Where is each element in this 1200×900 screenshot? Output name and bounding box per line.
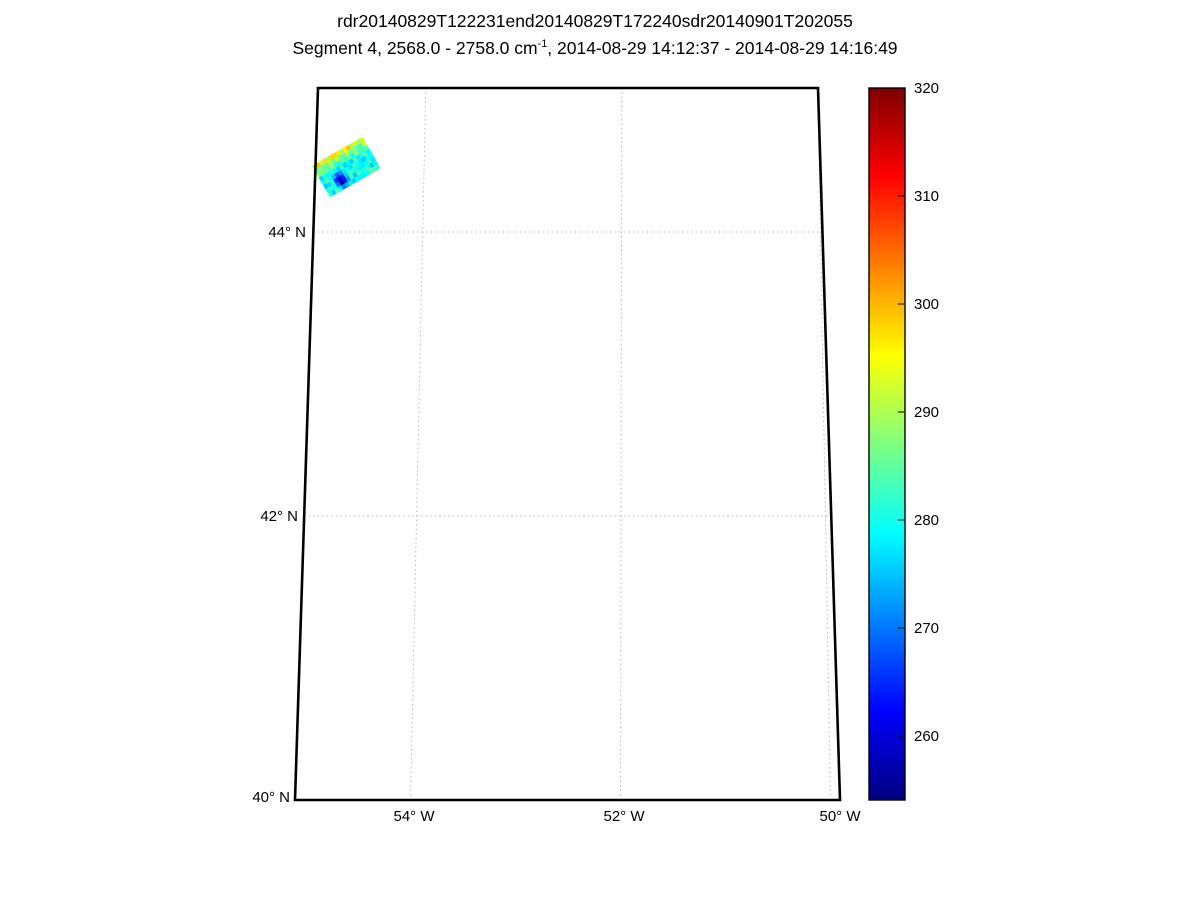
data-swath — [311, 136, 381, 198]
colorbar-label-280: 280 — [914, 512, 939, 529]
lat-label-42n: 42° N — [260, 508, 298, 525]
plot-subtitle: Segment 4, 2568.0 - 2758.0 cm-1, 2014-08… — [95, 35, 1095, 62]
swath-cell — [374, 163, 381, 171]
colorbar-label-320: 320 — [914, 80, 939, 97]
colorbar: 320 310 300 290 280 270 260 — [868, 80, 939, 801]
lon-label-54w: 54° W — [393, 808, 435, 825]
graticule — [295, 87, 840, 801]
subtitle-pre: Segment 4, 2568.0 - 2758.0 cm — [292, 38, 538, 59]
colorbar-label-300: 300 — [914, 296, 939, 313]
colorbar-gradient — [868, 87, 906, 801]
meridian-52w — [620, 87, 623, 801]
lon-label-50w: 50° W — [819, 808, 861, 825]
colorbar-label-260: 260 — [914, 728, 939, 745]
colorbar-tick-labels: 320 310 300 290 280 270 260 — [914, 80, 939, 745]
colorbar-label-310: 310 — [914, 188, 939, 205]
meridian-50w — [817, 87, 831, 801]
map-frame — [293, 86, 842, 802]
lat-label-40n: 40° N — [252, 789, 290, 806]
colorbar-label-290: 290 — [914, 404, 939, 421]
lat-label-44n: 44° N — [268, 224, 306, 241]
lat-axis: 44° N 42° N 40° N — [252, 224, 306, 806]
plot-title: rdr20140829T122231end20140829T172240sdr2… — [337, 11, 853, 31]
subtitle-post: , 2014-08-29 14:12:37 - 2014-08-29 14:16… — [547, 38, 898, 59]
lon-label-52w: 52° W — [603, 808, 645, 825]
colorbar-label-270: 270 — [914, 620, 939, 637]
colorbar-ticks — [898, 87, 904, 737]
meridian-54w — [410, 87, 427, 801]
lon-axis: 54° W 52° W 50° W — [393, 808, 861, 825]
subtitle-exponent: -1 — [537, 38, 548, 51]
title-block: rdr20140829T122231end20140829T172240sdr2… — [95, 8, 1095, 62]
